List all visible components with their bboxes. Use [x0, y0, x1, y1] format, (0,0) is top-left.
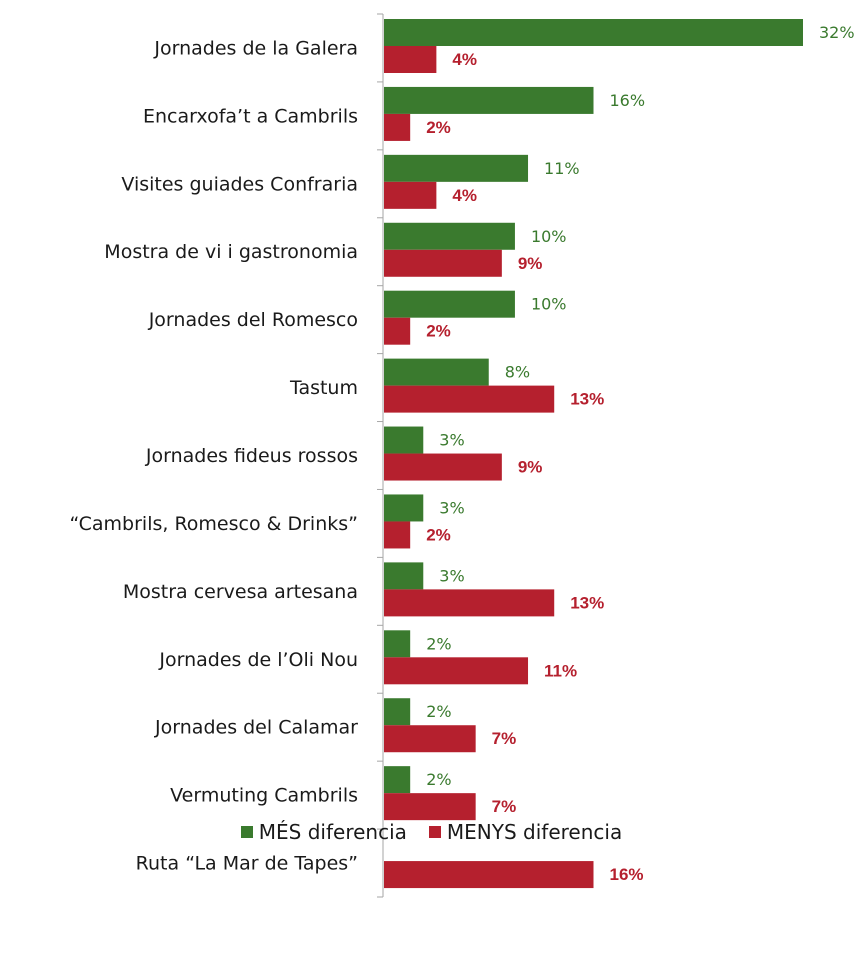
category-label: Jornades del Calamar: [154, 717, 358, 739]
category-label: Ruta “La Mar de Tapes”: [136, 853, 358, 875]
bar-mes: [384, 358, 489, 386]
category-axis: [377, 13, 384, 898]
bar-menys: [384, 793, 476, 821]
value-label-menys: 9%: [518, 254, 543, 273]
value-label-mes: 2%: [426, 702, 451, 721]
bar-mes: [384, 630, 411, 658]
category-label: Mostra cervesa artesana: [123, 581, 358, 603]
bar-mes: [384, 426, 424, 454]
value-label-mes: 8%: [505, 363, 530, 382]
value-label-mes: 10%: [531, 227, 567, 246]
category-label: “Cambrils, Romesco & Drinks”: [69, 513, 358, 535]
value-label-menys: 7%: [492, 729, 517, 748]
category-label: Jornades de la Galera: [153, 37, 358, 59]
category-label: Jornades de l’Oli Nou: [158, 649, 358, 671]
bar-menys: [384, 113, 411, 141]
value-label-mes: 32%: [819, 23, 855, 42]
value-label-menys: 13%: [570, 390, 604, 409]
legend-label-mes: MÉS diferencia: [258, 820, 407, 844]
bar-mes: [384, 86, 594, 114]
value-label-menys: 9%: [518, 458, 543, 477]
value-label-mes: 16%: [610, 91, 646, 110]
legend-swatch-menys: [428, 826, 441, 838]
bar-mes: [384, 222, 515, 250]
value-label-menys: 13%: [570, 593, 604, 612]
value-label-menys: 2%: [426, 118, 451, 137]
category-label: Tastum: [289, 377, 358, 399]
bar-menys: [384, 589, 555, 617]
bar-menys: [384, 46, 437, 73]
legend-item-menys: MENYS diferencia: [428, 820, 623, 844]
bar-mes: [384, 154, 529, 182]
bar-mes: [384, 698, 411, 726]
bar-menys: [384, 453, 502, 481]
bar-mes: [384, 562, 424, 590]
legend-item-mes: MÉS diferencia: [240, 820, 407, 844]
bar-menys: [384, 657, 529, 685]
value-label-menys: 16%: [610, 865, 644, 884]
value-label-menys: 4%: [452, 50, 477, 69]
bar-mes: [384, 19, 803, 46]
value-label-menys: 2%: [426, 525, 451, 544]
value-label-menys: 11%: [544, 661, 577, 680]
value-label-menys: 4%: [452, 186, 477, 205]
category-label: Jornades fideus rossos: [145, 445, 358, 467]
bar-menys: [384, 181, 437, 209]
value-label-mes: 2%: [426, 770, 451, 789]
value-label-mes: 11%: [544, 159, 580, 178]
value-label-mes: 3%: [439, 566, 464, 585]
bars: [384, 19, 803, 889]
category-label: Vermuting Cambrils: [170, 785, 358, 807]
value-label-mes: 10%: [531, 295, 567, 314]
category-label: Encarxofa’t a Cambrils: [143, 105, 358, 127]
bar-mes: [384, 290, 515, 318]
legend-swatch-mes: [240, 826, 253, 838]
value-label-menys: 7%: [492, 797, 517, 816]
category-label: Mostra de vi i gastronomia: [104, 241, 358, 263]
bar-mes: [384, 494, 424, 522]
value-label-mes: 3%: [439, 431, 464, 450]
value-label-menys: 2%: [426, 322, 451, 341]
legend-label-menys: MENYS diferencia: [446, 820, 623, 844]
bar-menys: [384, 317, 411, 345]
value-label-mes: 3%: [439, 498, 464, 517]
value-labels: 32% 4% 16% 2% 11% 4% 10% 9% 10% 2% 8% 13% 3% 9% 3% 2% 3%…: [426, 23, 854, 884]
bar-menys: [384, 385, 555, 413]
legend: MÉS diferencia MENYS diferencia: [0, 820, 863, 844]
category-labels: Jornades de la Galera Encarxofa’t a Cambr…: [69, 37, 358, 874]
bar-mes: [384, 766, 411, 794]
bar-menys: [384, 861, 594, 889]
bar-menys: [384, 725, 476, 753]
bar-menys: [384, 521, 411, 549]
bar-menys: [384, 249, 502, 277]
category-label: Visites guiades Confraria: [121, 173, 358, 195]
value-label-mes: 2%: [426, 634, 451, 653]
category-label: Jornades del Romesco: [148, 309, 358, 331]
